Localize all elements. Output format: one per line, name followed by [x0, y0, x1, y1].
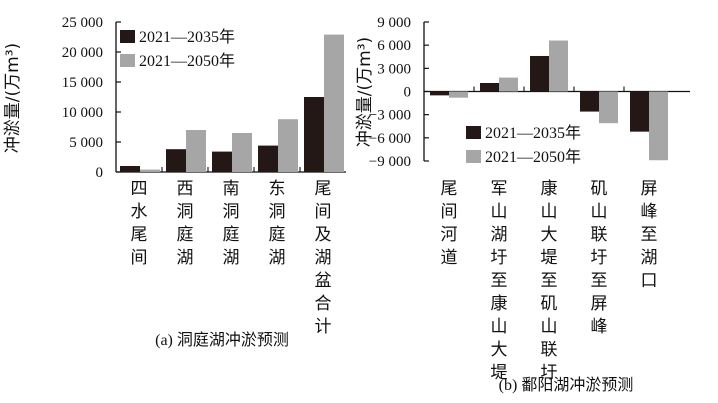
chart-caption: (b) 鄱阳湖冲淤预测 — [499, 376, 634, 394]
bar — [499, 77, 518, 92]
chart-caption: (a) 洞庭湖冲淤预测 — [155, 331, 289, 349]
bar — [599, 91, 618, 124]
y-tick-label: 0 — [96, 165, 104, 181]
y-tick-label: 5 000 — [69, 135, 103, 151]
y-tick-label: −6 000 — [369, 131, 411, 147]
bar — [324, 34, 344, 172]
y-tick-label: 0 — [404, 85, 412, 101]
legend-swatch — [466, 150, 481, 163]
bar — [430, 91, 449, 96]
x-category-label: 四水尾间 — [131, 179, 148, 268]
legend-swatch — [120, 54, 135, 67]
legend-label: 2021—2035年 — [485, 124, 581, 142]
chart-a: 0 5 000 10 000 15 000 20 000 25 000 冲淤量/(万m³) 四… — [3, 15, 346, 349]
y-tick-label: 6 000 — [377, 38, 411, 54]
x-category-label: 东洞庭湖 — [269, 179, 286, 268]
legend-label: 2021—2050年 — [485, 148, 581, 166]
x-category-label: 尾间及湖盆合计 — [315, 179, 332, 337]
y-axis-label: 冲淤量/(万m³) — [3, 43, 23, 153]
chart-b: −9 000 −6 000 −3 000 0 3 000 6 000 9 000冲淤量/(万… — [355, 15, 690, 394]
x-category-label: 矶山联圩至屏峰 — [591, 179, 608, 337]
y-tick-label: 20 000 — [62, 45, 103, 61]
bar — [212, 151, 232, 172]
x-category-label: 屏峰至湖口 — [641, 179, 658, 291]
bar — [120, 166, 140, 172]
bar — [649, 91, 668, 161]
x-category-label: 南洞庭湖 — [223, 179, 240, 268]
bar — [580, 91, 599, 112]
y-tick-label: 9 000 — [377, 15, 411, 31]
bar — [140, 169, 160, 172]
bar — [278, 119, 298, 172]
x-category-label: 西洞庭湖 — [177, 179, 194, 268]
bar — [258, 145, 278, 172]
bar — [166, 149, 186, 172]
bar — [304, 97, 324, 172]
y-tick-label: −3 000 — [369, 108, 411, 124]
bar — [630, 91, 649, 132]
bar — [232, 133, 252, 172]
bar — [449, 91, 468, 98]
y-tick-label: 15 000 — [62, 75, 103, 91]
y-tick-label: −9 000 — [369, 154, 411, 170]
x-category-label: 军山湖圩至康山大堤 — [491, 179, 508, 383]
x-category-label: 尾间河道 — [441, 179, 458, 268]
legend-swatch — [120, 30, 135, 43]
legend-label: 2021—2050年 — [139, 52, 235, 70]
bar — [549, 40, 568, 92]
x-category-label: 康山大堤至矶山联圩 — [541, 179, 558, 383]
y-tick-label: 25 000 — [62, 15, 103, 31]
y-tick-label: 3 000 — [377, 61, 411, 77]
y-axis-label: 冲淤量/(万m³) — [355, 37, 375, 147]
bar — [480, 83, 499, 92]
legend-swatch — [466, 126, 481, 139]
bar — [530, 55, 549, 92]
bar — [186, 130, 206, 172]
y-tick-label: 10 000 — [62, 105, 103, 121]
legend-label: 2021—2035年 — [139, 28, 235, 46]
